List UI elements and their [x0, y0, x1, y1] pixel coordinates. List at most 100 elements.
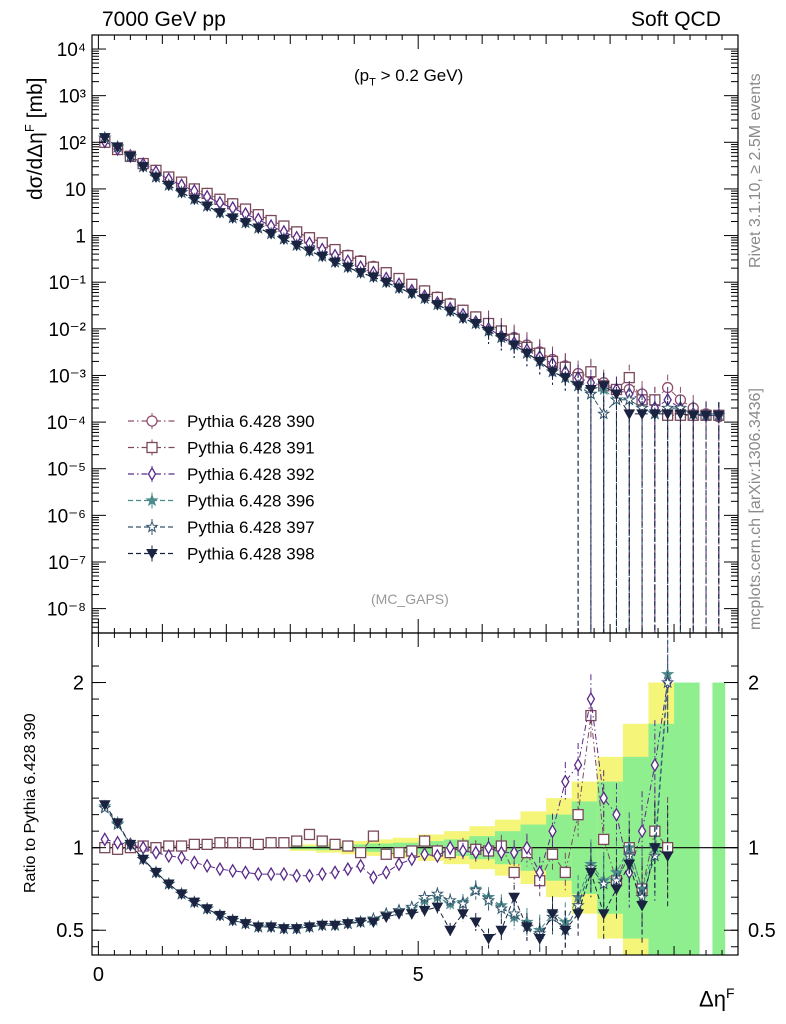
ratio-point	[291, 835, 303, 847]
ratio-point	[660, 675, 675, 689]
ratio-plot-frame	[91, 632, 739, 956]
ratio-point	[393, 909, 405, 920]
ratio-point	[290, 924, 303, 935]
ratio-point	[227, 837, 239, 849]
main-plot-series	[98, 130, 726, 633]
main-y-tick-label: 10⁻⁸	[47, 600, 86, 621]
cut-prefix: (p	[354, 66, 370, 85]
main-point	[367, 272, 380, 283]
ratio-point	[573, 757, 583, 773]
main-point	[623, 409, 636, 420]
main-point	[521, 348, 533, 360]
rivet-label: Rivet 3.1.10, ≥ 2.5M events	[747, 73, 764, 268]
ratio-point	[508, 866, 520, 879]
ratio-point	[303, 828, 316, 841]
main-point	[444, 306, 457, 318]
ratio-point	[343, 861, 353, 877]
ratio-y-tick-label: 0.5	[56, 920, 84, 942]
ratio-y-tick-label: 2	[73, 673, 84, 695]
main-point	[329, 257, 341, 269]
ratio-point	[433, 848, 442, 864]
main-series-5	[98, 133, 725, 633]
main-point	[469, 319, 482, 330]
ratio-point	[482, 933, 495, 945]
ratio-point	[509, 845, 519, 860]
ratio-y-tick-label: 1	[73, 838, 84, 860]
main-point	[700, 410, 712, 422]
ratio-point	[202, 858, 212, 874]
ratio-point	[559, 925, 572, 937]
main-point	[265, 229, 277, 240]
ratio-series-4	[98, 800, 674, 955]
ratio-point	[278, 837, 290, 849]
ratio-point	[418, 835, 431, 847]
ratio-point	[637, 823, 647, 839]
ratio-plot-series	[92, 633, 738, 955]
ratio-point	[354, 917, 367, 929]
ratio-point	[354, 846, 367, 859]
ratio-point	[279, 866, 289, 882]
x-axis-title: ΔηF	[699, 985, 735, 1012]
main-point	[572, 381, 584, 392]
main-y-tick-label: 10	[65, 180, 86, 201]
ratio-point	[457, 909, 469, 920]
main-point	[661, 409, 674, 420]
ratio-point	[469, 917, 482, 929]
category-label: Soft QCD	[631, 8, 721, 31]
ratio-point	[367, 830, 380, 842]
ratio-point	[469, 883, 483, 897]
ratio-point	[661, 851, 674, 862]
ratio-point	[111, 818, 124, 829]
ratio-point	[420, 846, 429, 862]
main-point	[559, 373, 572, 384]
ratio-point	[278, 924, 290, 935]
ratio-point	[188, 897, 201, 909]
legend-label: Pythia 6.428 391	[187, 439, 315, 458]
ratio-point	[190, 855, 199, 870]
cut-sub: T	[369, 76, 376, 89]
ratio-y-tick-label-right: 2	[748, 673, 759, 695]
main-point	[354, 268, 367, 279]
legend-label: Pythia 6.428 392	[187, 465, 315, 484]
legend-marker	[147, 466, 157, 482]
main-point	[597, 381, 610, 392]
ratio-point	[266, 866, 276, 882]
ratio-point	[265, 922, 277, 933]
ratio-point	[471, 845, 481, 860]
main-point	[482, 326, 495, 337]
main-point	[316, 251, 329, 263]
ratio-point	[175, 889, 188, 900]
main-point	[687, 410, 700, 422]
ratio-point	[381, 865, 391, 880]
ratio-point	[494, 901, 508, 915]
legend-marker	[146, 441, 158, 454]
main-point	[252, 223, 265, 235]
legend-marker	[146, 415, 158, 427]
main-point	[431, 300, 444, 311]
ratio-point	[612, 807, 621, 822]
ratio-point	[329, 920, 341, 932]
main-y-axis-title: dσ/dΔηF [mb]	[22, 77, 48, 200]
main-y-tick-label: 10⁻³	[49, 366, 87, 387]
ratio-point	[254, 866, 263, 882]
main-point	[610, 389, 623, 401]
ratio-point	[329, 838, 341, 851]
ratio-point	[407, 851, 417, 867]
ratio-point	[228, 863, 237, 879]
ratio-point	[585, 867, 597, 879]
main-y-axis-title-unit: [mb]	[24, 77, 47, 125]
uncertainty-band-1	[674, 682, 700, 955]
ratio-point	[546, 909, 559, 920]
main-point	[405, 288, 418, 300]
main-y-tick-label: 10⁻⁵	[47, 460, 86, 481]
cut-label: (pT > 0.2 GeV)	[354, 66, 463, 88]
legend-marker	[146, 549, 158, 560]
x-tick-label: 5	[413, 964, 424, 986]
main-point	[201, 201, 213, 213]
x-tick-label: 0	[93, 964, 104, 986]
axes-frames: 0 5 10⁻⁸ 10⁻⁷ 10⁻⁶ 10⁻⁵ 10⁻⁴ 10⁻³ 10⁻² 10⁻¹ 1 10 10²…	[47, 34, 776, 986]
ratio-point	[151, 845, 161, 860]
mcplots-label: mcplots.cern.ch [arXiv:1306.3436]	[747, 388, 764, 630]
ratio-point	[201, 904, 213, 915]
ratio-y-axis-title: Ratio to Pythia 6.428 390	[22, 713, 39, 893]
